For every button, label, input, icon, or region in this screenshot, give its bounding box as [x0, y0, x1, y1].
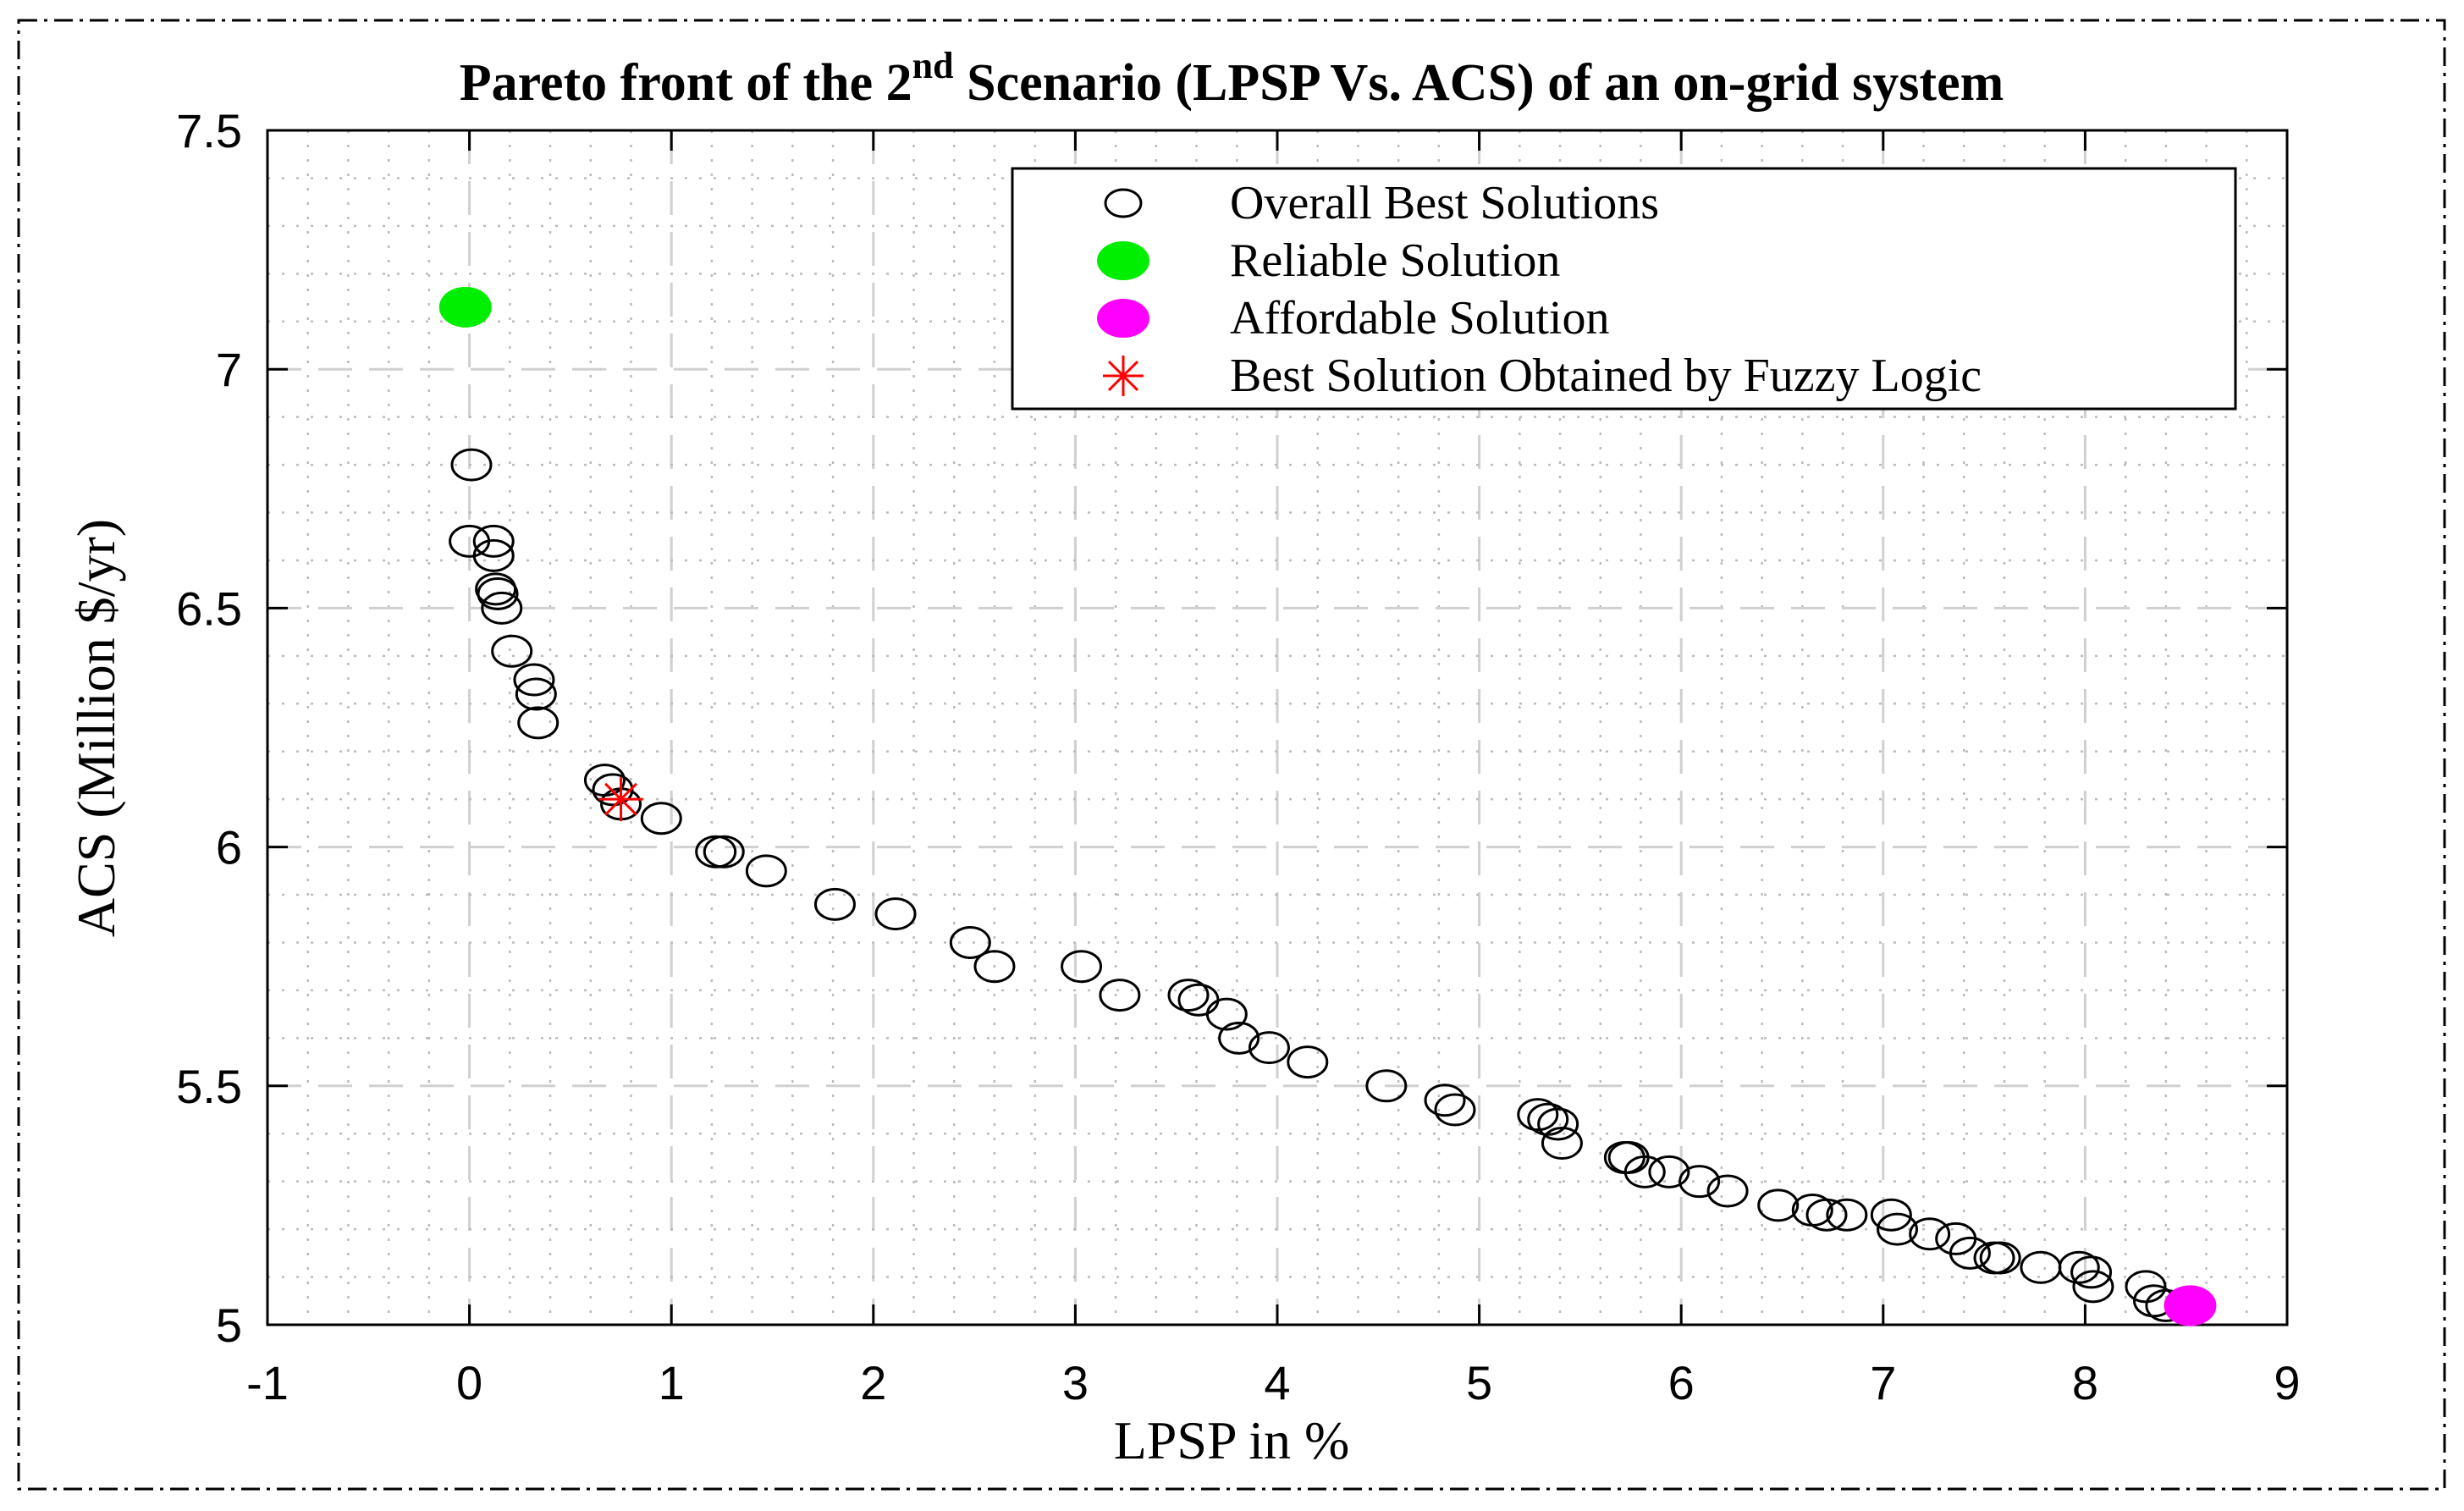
best-solution-point	[973, 950, 1016, 984]
legend-filled-circle-icon	[1097, 299, 1149, 338]
best-solution-point	[477, 576, 519, 610]
x-tick-label: 5	[1466, 1356, 1492, 1409]
best-solution-point	[1541, 1127, 1583, 1161]
y-tick-label: 7.5	[176, 104, 242, 157]
best-solution-point	[513, 663, 555, 697]
y-tick-label: 6	[216, 821, 242, 874]
best-solution-point	[1826, 1198, 1868, 1232]
legend-label: Best Solution Obtained by Fuzzy Logic	[1230, 350, 1982, 402]
x-axis-label: LPSP in %	[1114, 1410, 1350, 1470]
y-tick-label: 6.5	[176, 582, 242, 635]
legend-label: Affordable Solution	[1230, 292, 1609, 345]
best-solution-point	[1678, 1165, 1721, 1199]
best-solution-point	[1757, 1188, 1800, 1222]
legend-box	[1011, 167, 2237, 411]
best-solution-point	[949, 925, 991, 959]
legend-asterisk-icon	[1103, 356, 1144, 396]
legend-open-circle-icon	[1104, 188, 1143, 218]
best-solution-point	[640, 802, 682, 835]
affordable-solution-point	[2164, 1285, 2217, 1326]
best-solution-point	[874, 897, 917, 931]
best-solution-point	[2070, 1255, 2113, 1289]
best-solution-point	[481, 591, 523, 625]
best-solution-point	[1248, 1031, 1290, 1065]
x-tick-label: 3	[1062, 1356, 1089, 1409]
best-solution-point	[813, 887, 856, 921]
best-solution-point	[1218, 1021, 1260, 1055]
best-solution-point	[1909, 1217, 1951, 1251]
y-tick-label: 7	[216, 343, 242, 396]
best-solution-point	[695, 835, 737, 869]
best-solution-point	[1099, 979, 1141, 1012]
fuzzy-best-solution-point	[598, 777, 643, 822]
best-solution-point	[1979, 1241, 2021, 1275]
axis-ticks: -1 0 1 2 3 4 5 6 7 8 9 5 5.5 6 6.5 7 7.5	[176, 104, 2300, 1409]
x-tick-label: 2	[860, 1356, 886, 1409]
best-solution-point	[703, 835, 745, 869]
best-solution-point	[472, 524, 515, 558]
best-solution-point	[1870, 1198, 1912, 1232]
x-tick-label: 9	[2274, 1356, 2300, 1409]
y-tick-label: 5	[216, 1299, 242, 1352]
best-solution-point	[1537, 1107, 1579, 1141]
best-solution-point	[1949, 1236, 1991, 1270]
best-solution-point	[1517, 1098, 1559, 1132]
data-points	[438, 286, 2217, 1326]
legend-label: Overall Best Solutions	[1230, 177, 1659, 229]
x-tick-label: 1	[659, 1356, 685, 1409]
best-solution-point	[2020, 1250, 2062, 1284]
x-tick-label: -1	[246, 1356, 289, 1409]
best-solution-point	[450, 448, 493, 482]
best-solution-point	[2072, 1270, 2114, 1304]
chart-title: Pareto front of the 2nd Scenario (LPSP V…	[460, 45, 2004, 112]
reliable-solution-point	[438, 286, 492, 328]
x-tick-label: 6	[1668, 1356, 1695, 1409]
best-solution-point	[1167, 979, 1210, 1012]
x-tick-label: 4	[1264, 1356, 1290, 1409]
asterisk-stroke	[1107, 360, 1139, 392]
best-solution-point	[1706, 1174, 1749, 1208]
best-solution-point	[1623, 1155, 1666, 1188]
best-solution-point	[1805, 1198, 1848, 1232]
legend-label: Reliable Solution	[1230, 234, 1560, 287]
y-tick-label: 5.5	[176, 1060, 242, 1113]
best-solution-point	[472, 538, 515, 572]
y-axis-label: ACS (Million $/yr)	[66, 519, 126, 937]
best-solution-point	[1205, 997, 1248, 1031]
best-solution-point	[1365, 1069, 1408, 1103]
best-solution-point	[1877, 1212, 1919, 1246]
best-solution-point	[517, 706, 559, 740]
best-solution-point	[1527, 1102, 1569, 1136]
axes-box	[266, 129, 2289, 1326]
legend-filled-circle-icon	[1097, 241, 1149, 280]
best-solution-point	[1287, 1045, 1329, 1079]
best-solution-point	[1648, 1155, 1690, 1188]
best-solution-point	[1061, 950, 1103, 984]
best-solution-point	[1177, 983, 1220, 1017]
best-solution-point	[592, 773, 634, 807]
x-tick-label: 7	[1870, 1356, 1896, 1409]
best-solution-point	[515, 677, 557, 711]
best-solution-point	[745, 854, 787, 888]
best-solution-point	[1434, 1093, 1476, 1127]
best-solution-point	[1424, 1084, 1466, 1117]
figure-border	[17, 19, 2446, 1491]
x-tick-label: 0	[456, 1356, 482, 1409]
x-tick-label: 8	[2072, 1356, 2098, 1409]
asterisk-stroke	[604, 782, 637, 816]
best-solution-point	[491, 634, 533, 668]
